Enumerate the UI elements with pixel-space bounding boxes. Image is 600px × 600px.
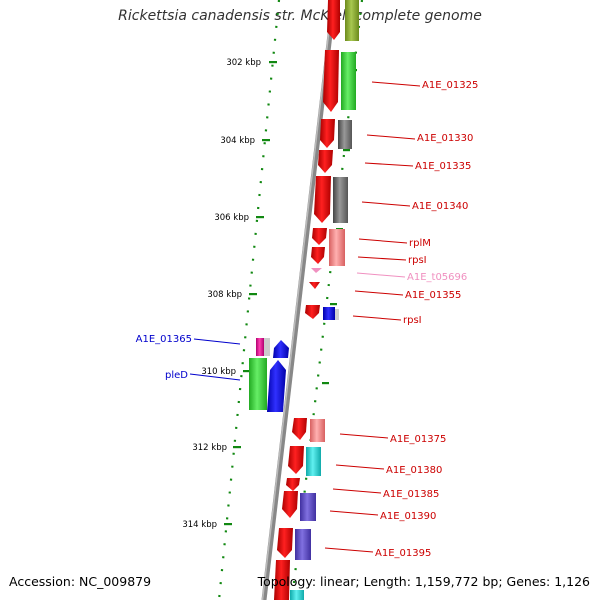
gene-label[interactable]: A1E_01380 <box>386 465 442 476</box>
gene-label[interactable]: rpsI <box>403 315 422 326</box>
leader-line <box>371 81 421 87</box>
genome-title: Rickettsia canadensis str. McKiel, compl… <box>118 8 482 24</box>
gene-arrow[interactable] <box>323 50 339 112</box>
gene-label[interactable]: A1E_01395 <box>375 548 431 559</box>
gene-label[interactable]: A1E_t05696 <box>407 272 467 283</box>
ruler-tick <box>256 216 264 219</box>
gene-arrow[interactable] <box>311 247 325 264</box>
gene-ortholog-block[interactable] <box>249 358 267 410</box>
ruler-label: 312 kbp <box>192 443 227 453</box>
gene-label[interactable]: A1E_01325 <box>422 80 478 91</box>
leader-line <box>339 433 389 439</box>
ruler-label: 302 kbp <box>226 58 261 68</box>
gene-label[interactable]: A1E_01355 <box>405 290 461 301</box>
gene-ortholog-block[interactable] <box>295 529 311 560</box>
gene-label[interactable]: pleD <box>165 370 188 381</box>
gene-arrow[interactable] <box>320 119 335 148</box>
gene-features <box>274 0 359 600</box>
gene-arrow[interactable] <box>312 228 327 245</box>
gene-arrow[interactable] <box>309 282 320 289</box>
leader-line <box>361 201 411 207</box>
ruler-label: 308 kbp <box>207 290 242 300</box>
ruler-label: 306 kbp <box>214 213 249 223</box>
leader-line <box>356 272 406 278</box>
reverse-strand-features <box>249 338 289 412</box>
gene-ortholog-block[interactable] <box>310 419 325 442</box>
gene-ortholog-block[interactable] <box>329 229 345 266</box>
gene-arrow[interactable] <box>305 305 320 319</box>
gene-label[interactable]: rplM <box>409 238 431 249</box>
ruler-label: 314 kbp <box>182 520 217 530</box>
gene-ortholog-block[interactable] <box>323 307 335 320</box>
leader-line <box>357 256 407 261</box>
gene-label[interactable]: A1E_01340 <box>412 201 468 212</box>
leader-line <box>354 290 404 296</box>
gene-arrow[interactable] <box>286 478 300 491</box>
gene-ortholog-block[interactable] <box>290 590 304 600</box>
gene-label[interactable]: A1E_01365 <box>136 334 192 345</box>
leader-line <box>358 238 408 244</box>
gene-arrow[interactable] <box>314 176 331 223</box>
ruler-tick <box>249 293 257 296</box>
gene-ortholog-block[interactable] <box>306 447 321 476</box>
gene-ortholog-block[interactable] <box>345 0 359 41</box>
gene-arrow[interactable] <box>327 0 340 40</box>
gene-labels: A1E_01325 A1E_01330 A1E_01335 A1E_01340 … <box>136 80 479 559</box>
leader-line <box>332 488 382 494</box>
ruler-tick <box>262 139 270 142</box>
right-tick <box>343 149 350 152</box>
leader-line <box>335 464 385 470</box>
gene-label[interactable]: rpsI <box>408 255 427 266</box>
gene-label[interactable]: A1E_01330 <box>417 133 473 144</box>
leader-line <box>329 510 379 516</box>
gene-ortholog-block[interactable] <box>264 338 270 356</box>
gene-label[interactable]: A1E_01390 <box>380 511 436 522</box>
gene-ortholog-block[interactable] <box>300 493 316 521</box>
right-tick <box>330 303 337 306</box>
gene-label[interactable]: A1E_01375 <box>390 434 446 445</box>
leader-line <box>352 315 402 321</box>
ruler-label: 310 kbp <box>201 367 236 377</box>
right-tick <box>322 382 329 385</box>
gene-ortholog-block[interactable] <box>338 120 352 149</box>
leader-line <box>364 162 414 167</box>
gene-arrow[interactable] <box>288 446 304 474</box>
ruler-label: 304 kbp <box>220 136 255 146</box>
ruler: 302 kbp 304 kbp 306 kbp 308 kbp 310 kbp … <box>182 58 277 530</box>
gene-label[interactable]: A1E_01335 <box>415 161 471 172</box>
gene-arrow[interactable] <box>277 528 293 558</box>
gene-ortholog-block[interactable] <box>335 309 339 320</box>
leader-line <box>189 373 241 381</box>
gene-ortholog-block[interactable] <box>333 177 348 223</box>
ruler-tick <box>269 61 277 64</box>
trna-marker[interactable] <box>311 268 322 273</box>
genome-summary: Topology: linear; Length: 1,159,772 bp; … <box>257 574 590 589</box>
gene-ortholog-block[interactable] <box>256 338 264 356</box>
leader-line <box>324 547 374 553</box>
gene-arrow[interactable] <box>318 150 333 173</box>
gene-arrow[interactable] <box>282 491 298 518</box>
gene-ortholog-block[interactable] <box>341 52 356 110</box>
leader-line <box>366 134 416 140</box>
gene-arrow[interactable] <box>267 360 286 412</box>
gene-label[interactable]: A1E_01385 <box>383 489 439 500</box>
accession-text: Accession: NC_009879 <box>9 574 152 589</box>
label-leaders <box>189 81 421 553</box>
ruler-dotted-guide <box>217 0 281 600</box>
leader-line <box>193 338 241 345</box>
ruler-tick <box>224 523 232 526</box>
genome-backbone <box>261 0 337 600</box>
ruler-tick <box>243 370 251 373</box>
genome-backbone-highlight <box>261 0 334 600</box>
gene-arrow[interactable] <box>292 418 307 440</box>
gene-arrow[interactable] <box>273 340 289 358</box>
gene-arrow[interactable] <box>274 560 290 600</box>
ruler-tick <box>233 446 241 449</box>
